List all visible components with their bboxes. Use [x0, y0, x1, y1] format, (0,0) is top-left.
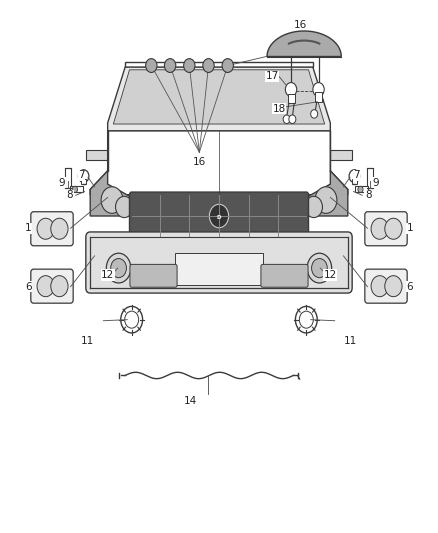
Circle shape: [125, 311, 139, 328]
Circle shape: [358, 186, 363, 192]
Text: D: D: [217, 215, 221, 220]
Circle shape: [121, 306, 143, 333]
Circle shape: [184, 59, 195, 72]
Circle shape: [349, 169, 360, 182]
FancyBboxPatch shape: [365, 269, 407, 303]
Bar: [65, 167, 71, 188]
Polygon shape: [90, 171, 132, 216]
Circle shape: [295, 306, 317, 333]
Polygon shape: [86, 150, 108, 160]
Text: 7: 7: [353, 170, 360, 180]
Text: 8: 8: [67, 190, 73, 200]
Circle shape: [209, 204, 229, 228]
Text: 12: 12: [101, 270, 114, 280]
Bar: [355, 185, 368, 192]
Circle shape: [305, 196, 322, 217]
Text: 8: 8: [365, 190, 371, 200]
Circle shape: [311, 110, 318, 118]
Text: 14: 14: [184, 396, 197, 406]
Circle shape: [371, 218, 389, 239]
Circle shape: [283, 115, 290, 124]
Circle shape: [111, 259, 127, 278]
Bar: [81, 179, 86, 184]
Text: 16: 16: [294, 20, 307, 30]
Circle shape: [313, 83, 324, 96]
Circle shape: [51, 218, 68, 239]
Text: 16: 16: [193, 157, 206, 167]
Circle shape: [371, 276, 389, 297]
Circle shape: [106, 253, 131, 283]
Circle shape: [101, 187, 123, 213]
Bar: [315, 92, 322, 102]
Text: 17: 17: [265, 71, 279, 81]
Circle shape: [51, 276, 68, 297]
Circle shape: [311, 259, 327, 278]
FancyBboxPatch shape: [365, 212, 407, 246]
Text: 18: 18: [272, 103, 286, 114]
Circle shape: [78, 169, 89, 182]
Text: 12: 12: [324, 270, 337, 280]
Circle shape: [203, 59, 214, 72]
Circle shape: [385, 276, 402, 297]
Text: 11: 11: [81, 336, 94, 346]
Circle shape: [37, 218, 54, 239]
FancyBboxPatch shape: [261, 264, 308, 287]
Polygon shape: [306, 171, 348, 216]
Polygon shape: [113, 70, 325, 124]
Circle shape: [146, 59, 157, 72]
Bar: [175, 253, 263, 285]
Text: 9: 9: [373, 177, 379, 188]
FancyBboxPatch shape: [130, 192, 308, 240]
Text: 7: 7: [78, 170, 85, 180]
Polygon shape: [330, 150, 352, 160]
FancyBboxPatch shape: [86, 232, 352, 293]
Text: 9: 9: [59, 177, 65, 188]
Bar: [288, 94, 294, 103]
FancyBboxPatch shape: [31, 212, 73, 246]
Circle shape: [315, 187, 337, 213]
Circle shape: [222, 59, 233, 72]
Polygon shape: [108, 67, 330, 131]
Bar: [352, 179, 357, 184]
Circle shape: [116, 196, 133, 217]
Bar: [70, 185, 83, 192]
Circle shape: [307, 253, 332, 283]
Circle shape: [37, 276, 54, 297]
FancyBboxPatch shape: [130, 264, 177, 287]
Text: 6: 6: [406, 282, 413, 292]
Bar: [367, 167, 373, 188]
FancyBboxPatch shape: [31, 269, 73, 303]
Polygon shape: [90, 131, 348, 195]
Text: 6: 6: [25, 282, 32, 292]
Text: 1: 1: [25, 223, 32, 233]
Polygon shape: [125, 62, 313, 67]
Circle shape: [72, 186, 78, 192]
Circle shape: [385, 218, 402, 239]
Text: 1: 1: [406, 223, 413, 233]
Circle shape: [286, 83, 297, 96]
Circle shape: [164, 59, 176, 72]
Text: 11: 11: [344, 336, 357, 346]
Polygon shape: [267, 31, 341, 56]
Circle shape: [289, 115, 296, 124]
Circle shape: [299, 311, 313, 328]
